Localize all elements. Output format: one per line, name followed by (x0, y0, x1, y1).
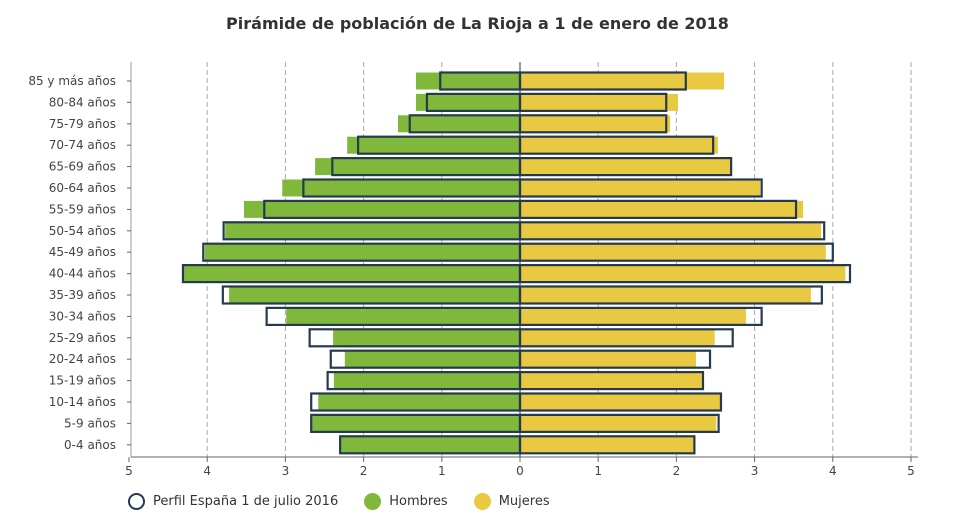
y-category-label: 45-49 años (49, 245, 116, 259)
y-category-label: 65-69 años (49, 160, 116, 174)
y-category-label: 80-84 años (49, 95, 116, 109)
bar-hombres (415, 93, 520, 111)
legend: Perfil España 1 de julio 2016 Hombres Mu… (128, 493, 576, 510)
bar-hombres (311, 414, 520, 432)
x-tick-label: 5 (907, 464, 915, 478)
y-category-label: 75-79 años (49, 117, 116, 131)
x-tick-label: 4 (203, 464, 211, 478)
y-category-label: 30-34 años (49, 309, 116, 323)
chart-title: Pirámide de población de La Rioja a 1 de… (226, 14, 729, 33)
bar-mujeres (520, 136, 718, 154)
bar-hombres (225, 222, 520, 240)
bar-hombres (333, 372, 520, 390)
legend-item-mujeres[interactable]: Mujeres (473, 493, 550, 510)
bar-hombres (286, 307, 520, 325)
bar-mujeres (520, 93, 678, 111)
legend-label: Mujeres (498, 494, 550, 509)
bar-mujeres (520, 286, 811, 304)
y-category-label: 60-64 años (49, 181, 116, 195)
bar-mujeres (520, 200, 804, 218)
x-tick-label: 3 (751, 464, 759, 478)
bar-hombres (344, 350, 520, 368)
bar-hombres (398, 115, 520, 133)
y-category-label: 85 y más años (28, 74, 116, 88)
y-category-label: 20-24 años (49, 352, 116, 366)
legend-item-spain[interactable]: Perfil España 1 de julio 2016 (128, 493, 338, 510)
bar-mujeres (520, 72, 725, 90)
x-tick-label: 5 (125, 464, 133, 478)
bar-mujeres (520, 243, 826, 261)
y-category-label: 25-29 años (49, 331, 116, 345)
y-category-label: 70-74 años (49, 138, 116, 152)
y-category-label: 15-19 años (49, 374, 116, 388)
y-category-label: 35-39 años (49, 288, 116, 302)
bar-mujeres (520, 222, 822, 240)
bar-mujeres (520, 179, 761, 197)
yellow-swatch-icon (473, 493, 491, 510)
y-category-label: 40-44 años (49, 267, 116, 281)
legend-label: Hombres (389, 494, 448, 509)
x-tick-label: 1 (438, 464, 446, 478)
x-tick-label: 1 (594, 464, 602, 478)
y-category-label: 55-59 años (49, 202, 116, 216)
bar-hombres (204, 243, 520, 261)
bar-mujeres (520, 414, 717, 432)
bar-hombres (229, 286, 520, 304)
x-tick-label: 4 (829, 464, 837, 478)
bar-mujeres (520, 350, 696, 368)
outline-swatch-icon (128, 493, 145, 510)
bar-mujeres (520, 393, 721, 411)
y-category-label: 5-9 años (64, 416, 116, 430)
bar-mujeres (520, 372, 703, 390)
bar-mujeres (520, 115, 671, 133)
bar-hombres (340, 436, 520, 454)
bar-hombres (415, 72, 520, 90)
y-category-label: 50-54 años (49, 224, 116, 238)
bar-hombres (243, 200, 521, 218)
bar-hombres (318, 393, 520, 411)
bar-mujeres (520, 265, 846, 283)
bar-mujeres (520, 307, 746, 325)
bar-hombres (347, 136, 520, 154)
x-tick-label: 2 (360, 464, 368, 478)
y-category-label: 0-4 años (64, 438, 116, 452)
bar-mujeres (520, 436, 695, 454)
legend-label: Perfil España 1 de julio 2016 (153, 494, 339, 509)
x-tick-label: 0 (516, 464, 524, 478)
bar-hombres (182, 265, 520, 283)
legend-item-hombres[interactable]: Hombres (364, 493, 448, 510)
bar-mujeres (520, 158, 732, 176)
y-category-label: 10-14 años (49, 395, 116, 409)
green-swatch-icon (364, 493, 382, 510)
bar-hombres (315, 158, 520, 176)
x-tick-label: 2 (673, 464, 681, 478)
bar-hombres (333, 329, 520, 347)
bar-mujeres (520, 329, 715, 347)
x-tick-label: 3 (282, 464, 290, 478)
bar-hombres (282, 179, 520, 197)
